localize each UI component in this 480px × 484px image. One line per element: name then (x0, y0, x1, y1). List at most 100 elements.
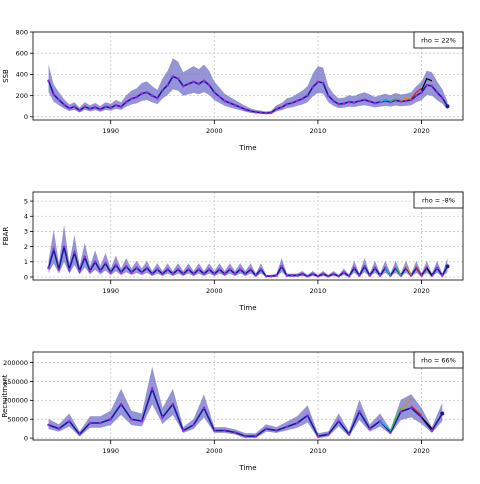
fbar-data-point (347, 274, 351, 278)
fbar-data-point (435, 266, 439, 270)
recruitment-data-point (223, 429, 226, 432)
ssb-data-point (171, 75, 175, 78)
ssb-data-point (316, 80, 320, 84)
ssb-data-point (270, 111, 273, 114)
recruitment-legend-text: rho = 66% (421, 357, 456, 365)
fbar-data-point (88, 269, 92, 273)
x-tick-label: 1990 (102, 287, 119, 295)
recruitment-retro-line (400, 398, 412, 411)
ssb-data-point (404, 99, 408, 103)
recruitment-data-point (316, 434, 320, 438)
fbar-data-point (207, 268, 211, 271)
ssb-data-point (440, 96, 444, 100)
ssb-data-point (161, 89, 164, 92)
fbar-retro-line (384, 267, 391, 276)
recruitment-retro-line (379, 420, 391, 432)
fbar-x-axis-label: Time (238, 304, 256, 312)
recruitment-retro-line (389, 407, 402, 431)
recruitment-plot-frame (32, 351, 464, 441)
ssb-data-point (435, 91, 439, 94)
recruitment-data-point (47, 423, 50, 427)
x-tick-label: 2010 (310, 127, 327, 135)
recruitment-retro-line (421, 416, 433, 430)
y-tick-label: 400 (16, 71, 28, 79)
recruitment-y-axis-label: Recruitment (1, 374, 9, 417)
fbar-data-point (57, 268, 61, 271)
fbar-data-point (342, 271, 346, 274)
fbar-data-point (192, 272, 195, 276)
ssb-data-point (145, 91, 149, 94)
x-tick-label: 2020 (413, 287, 430, 295)
recruitment-last-point (440, 411, 445, 416)
fbar-data-point (73, 251, 76, 254)
ssb-data-point (187, 82, 190, 86)
ssb-data-point (213, 91, 216, 94)
y-tick-label: 2 (24, 243, 28, 251)
ssb-data-point (176, 77, 180, 80)
recruitment-data-point (275, 429, 278, 432)
fbar-data-point (311, 272, 315, 276)
fbar-data-point (264, 274, 268, 278)
fbar-data-point (270, 274, 273, 278)
ssb-data-point (244, 108, 247, 111)
ssb-data-point (124, 100, 128, 104)
ssb-last-point (445, 104, 450, 109)
fbar-data-point (352, 266, 356, 270)
fbar-data-point (52, 248, 56, 251)
fbar-data-point (176, 268, 180, 271)
ssb-data-point (358, 99, 361, 103)
y-tick-label: 3 (24, 228, 28, 236)
x-tick-label: 1990 (102, 127, 119, 135)
ssb-data-point (264, 111, 268, 115)
fbar-data-point (150, 272, 154, 276)
recruitment-data-point (88, 421, 92, 425)
ssb-data-point (83, 105, 87, 109)
ssb-data-point (88, 107, 92, 111)
fbar-data-point (233, 272, 237, 276)
recruitment-data-point (430, 429, 434, 432)
fbar-data-point (187, 268, 190, 271)
ssb-data-point (93, 105, 97, 109)
ssb-plot-frame (32, 31, 464, 121)
ssb-legend-box (413, 31, 464, 49)
recruitment-data-point (285, 425, 289, 429)
fbar-data-point (363, 265, 366, 268)
recruitment-panel: 1990 2000 2010 2020 0 50000 100000 150000 200000… (1, 351, 464, 472)
y-tick-label: 600 (16, 50, 28, 58)
ssb-data-point (130, 97, 133, 101)
fbar-data-point (166, 268, 169, 271)
fbar-data-point (130, 271, 133, 274)
x-tick-label: 2000 (206, 287, 223, 295)
ssb-data-point (223, 99, 226, 103)
ssb-data-point (321, 81, 325, 85)
recruitment-data-point (119, 402, 123, 406)
ssb-y-axis-label: SSB (2, 69, 10, 83)
ssb-data-point (301, 97, 304, 101)
ssb-data-point (119, 105, 123, 109)
fbar-data-point (409, 274, 413, 277)
fbar-main-line (47, 246, 449, 278)
y-tick-label: 200 (16, 92, 28, 100)
y-tick-label: 5 (24, 197, 28, 205)
x-tick-label: 2010 (310, 447, 327, 455)
ssb-retro-line (390, 98, 401, 102)
fbar-data-point (202, 272, 206, 276)
ssb-data-point (306, 94, 309, 97)
fbar-data-point (99, 269, 102, 273)
recruitment-data-point (109, 417, 113, 421)
recruitment-data-point (244, 434, 247, 438)
ssb-data-point (218, 95, 221, 98)
ssb-data-point (327, 94, 330, 97)
x-tick-label: 2020 (413, 447, 430, 455)
ssb-data-point (57, 98, 61, 102)
fbar-data-point (140, 271, 144, 274)
fbar-data-point (321, 272, 325, 276)
fbar-data-point (254, 274, 258, 277)
ssb-data-point (295, 99, 299, 103)
fbar-data-point (119, 271, 123, 274)
recruitment-data-point (327, 433, 330, 436)
recruitment-data-point (78, 433, 81, 436)
x-tick-label: 2010 (310, 287, 327, 295)
ssb-data-point (430, 84, 434, 88)
fbar-data-point (358, 274, 361, 277)
